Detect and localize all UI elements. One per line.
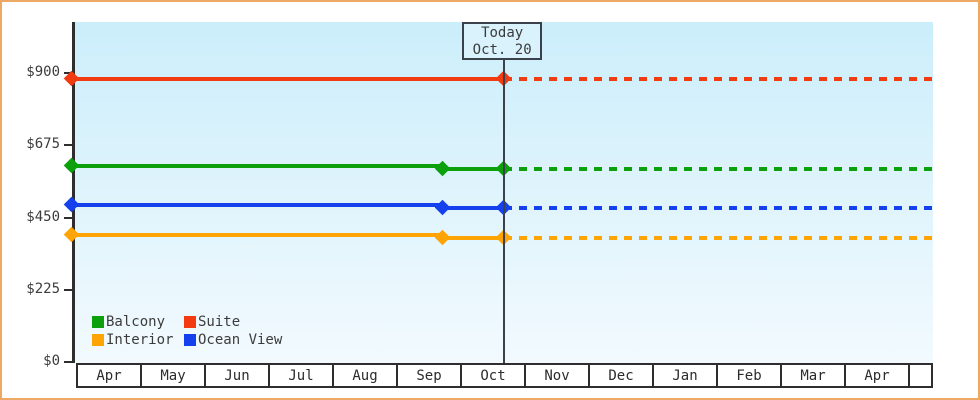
month-cell: Apr: [846, 365, 910, 386]
month-cell: Jan: [654, 365, 718, 386]
month-cell: May: [142, 365, 206, 386]
month-cell: Mar: [782, 365, 846, 386]
month-cell: Dec: [590, 365, 654, 386]
month-cell: Aug: [334, 365, 398, 386]
today-label: Today: [481, 25, 524, 41]
today-annotation: Today Oct. 20: [462, 22, 543, 60]
series-line-interior-projection: [504, 236, 933, 241]
month-cell: Feb: [718, 365, 782, 386]
legend-item-ocean-view: Ocean View: [184, 332, 282, 348]
today-date: Oct. 20: [472, 42, 532, 58]
y-tick-mark: [64, 216, 72, 219]
legend-label-ocean-view: Ocean View: [198, 332, 283, 348]
month-cell: Apr: [78, 365, 142, 386]
series-line-interior-solid: [442, 236, 505, 241]
y-tick-mark: [64, 288, 72, 291]
series-line-interior-solid: [72, 233, 443, 238]
y-tick-label: $0: [43, 353, 60, 369]
month-cell: Jun: [206, 365, 270, 386]
series-line-ocean-view-solid: [442, 205, 505, 210]
y-tick-mark: [64, 361, 72, 363]
y-axis: [72, 22, 75, 363]
y-tick-label: $900: [26, 64, 60, 80]
legend-label-interior: Interior: [106, 332, 174, 348]
series-line-suite-projection: [504, 77, 933, 82]
month-cell: Nov: [526, 365, 590, 386]
series-line-ocean-view-solid: [72, 202, 443, 207]
y-tick-label: $225: [26, 280, 60, 297]
legend-swatch-balcony: [92, 316, 104, 328]
legend-label-balcony: Balcony: [106, 314, 166, 330]
today-line: [503, 60, 506, 363]
legend-item-balcony: Balcony: [92, 314, 184, 330]
legend-row: Interior Ocean View: [92, 332, 282, 348]
month-cell: Oct: [462, 365, 526, 386]
series-line-suite-solid: [72, 77, 505, 82]
legend-item-interior: Interior: [92, 332, 184, 348]
series-line-ocean-view-projection: [504, 205, 933, 210]
series-line-balcony-solid: [72, 164, 443, 169]
x-axis-months: Apr May Jun Jul Aug Sep Oct Nov Dec Jan Feb Mar Apr: [76, 363, 933, 388]
legend-item-suite: Suite: [184, 314, 240, 330]
legend-swatch-interior: [92, 334, 104, 346]
month-cell-empty: [910, 365, 931, 386]
y-tick-label: $675: [26, 136, 60, 153]
month-cell: Jul: [270, 365, 334, 386]
month-cell: Sep: [398, 365, 462, 386]
legend-label-suite: Suite: [198, 314, 241, 330]
y-tick-mark: [64, 144, 72, 147]
y-tick-label: $450: [26, 208, 60, 225]
legend-row: Balcony Suite: [92, 314, 240, 330]
legend-swatch-ocean-view: [184, 334, 196, 346]
series-line-balcony-solid: [442, 167, 505, 172]
series-line-balcony-projection: [504, 167, 933, 172]
legend-swatch-suite: [184, 316, 196, 328]
